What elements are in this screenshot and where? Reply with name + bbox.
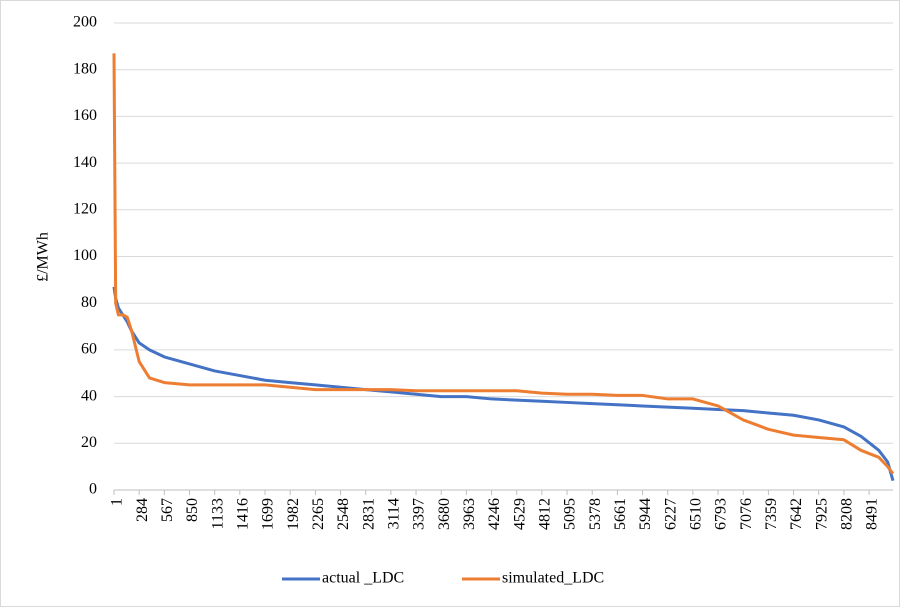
y-tick-label: 160	[73, 107, 97, 124]
x-tick-label: 1133	[209, 498, 226, 529]
x-tick-label: 7642	[788, 498, 805, 530]
x-tick-label: 284	[134, 498, 151, 522]
x-tick-label: 8491	[864, 498, 881, 530]
x-tick-label: 3114	[386, 498, 403, 529]
x-tick-label: 3397	[411, 498, 428, 530]
x-tick-label: 5095	[562, 498, 579, 530]
x-tick-label: 3963	[461, 498, 478, 530]
y-tick-label: 180	[73, 60, 97, 77]
x-tick-label: 2548	[335, 498, 352, 530]
x-tick-label: 5378	[587, 498, 604, 530]
x-tick-label: 1416	[235, 498, 252, 530]
y-tick-label: 120	[73, 200, 97, 217]
x-tick-label: 1982	[285, 498, 302, 530]
y-tick-label: 140	[73, 154, 97, 171]
x-tick-label: 6793	[713, 498, 730, 530]
y-axis-label: £/MWh	[35, 232, 52, 282]
x-tick-label: 4529	[511, 498, 528, 530]
x-tick-label: 1699	[260, 498, 277, 530]
x-tick-label: 2831	[360, 498, 377, 530]
x-tick-label: 850	[184, 498, 201, 522]
legend-label: actual _LDC	[322, 570, 404, 587]
y-tick-label: 20	[81, 434, 97, 451]
y-tick-label: 0	[89, 481, 97, 498]
x-tick-label: 7925	[813, 498, 830, 530]
x-tick-label: 6227	[662, 498, 679, 530]
x-tick-label: 8208	[839, 498, 856, 530]
x-tick-label: 7359	[763, 498, 780, 530]
legend-label: simulated_LDC	[502, 570, 604, 587]
x-tick-label: 7076	[738, 498, 755, 530]
x-tick-label: 5661	[612, 498, 629, 530]
y-tick-label: 100	[73, 247, 97, 264]
x-tick-label: 567	[159, 498, 176, 522]
x-tick-label: 4246	[486, 498, 503, 530]
data-line	[112, 53, 895, 475]
x-tick-label: 5944	[637, 498, 654, 530]
y-tick-label: 200	[73, 14, 97, 31]
x-tick-label: 6510	[688, 498, 705, 530]
x-tick-label: 1	[109, 498, 126, 506]
x-tick-label: 3680	[436, 498, 453, 530]
data-line	[112, 286, 895, 482]
x-tick-label: 4812	[537, 498, 554, 530]
y-tick-label: 80	[81, 294, 97, 311]
x-tick-label: 2265	[310, 498, 327, 530]
y-tick-label: 60	[81, 341, 97, 358]
y-tick-label: 40	[81, 387, 97, 404]
